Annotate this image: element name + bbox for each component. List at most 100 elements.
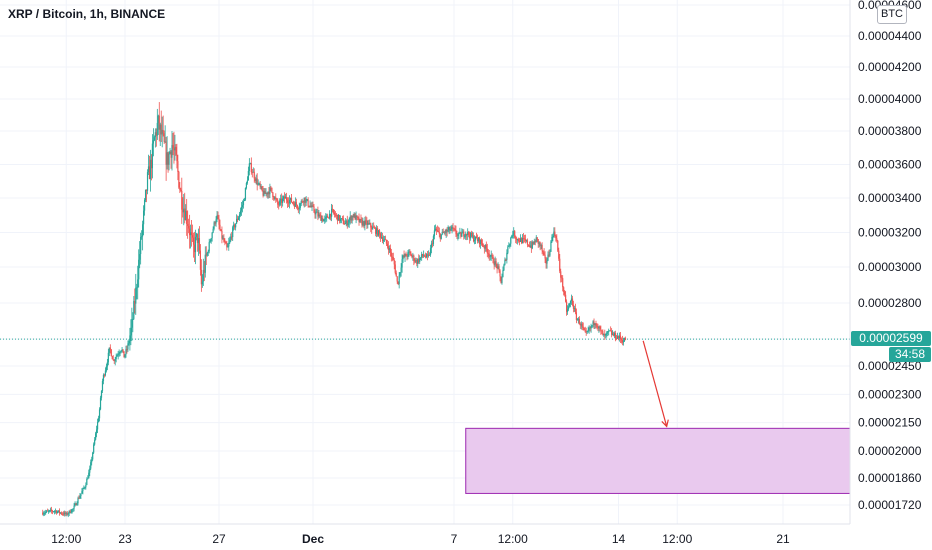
candle-body xyxy=(401,259,403,268)
candle-body xyxy=(193,244,196,253)
candle-body xyxy=(454,228,456,230)
candle-body xyxy=(212,228,214,233)
candle-body xyxy=(503,264,505,271)
candle-body xyxy=(262,190,264,196)
candle-body xyxy=(130,327,132,336)
candle-body xyxy=(435,228,437,231)
candle-body xyxy=(47,510,49,512)
candle-body xyxy=(483,246,485,249)
candle-body xyxy=(446,229,448,232)
projection-arrow[interactable] xyxy=(642,340,669,428)
candle-body xyxy=(135,287,137,304)
candle-body xyxy=(566,309,569,312)
candle-body xyxy=(565,294,567,302)
y-tick-label: 0.00004400 xyxy=(858,29,922,43)
candle-body xyxy=(315,212,317,215)
candle-body xyxy=(621,340,624,343)
candle-body xyxy=(296,205,298,209)
candle-body xyxy=(178,171,180,188)
candle-body xyxy=(561,277,563,279)
candle-body xyxy=(128,341,130,344)
candle-body xyxy=(450,229,452,231)
candle-body xyxy=(230,236,232,240)
candle-body xyxy=(513,231,515,235)
candle-body xyxy=(622,341,624,343)
candle-body xyxy=(358,217,360,223)
candle-body xyxy=(549,251,551,256)
candle-body xyxy=(418,258,420,262)
candle-body xyxy=(392,257,394,260)
candle-body xyxy=(62,513,64,515)
candle-body xyxy=(255,178,257,181)
candle-body xyxy=(198,238,201,251)
candle-body xyxy=(527,244,530,246)
candle-body xyxy=(237,218,239,220)
candle-body xyxy=(321,218,323,221)
candle-body xyxy=(88,472,90,479)
candle-body xyxy=(398,275,400,285)
candle-body xyxy=(337,215,340,221)
candle-body xyxy=(346,220,348,226)
candle-body xyxy=(125,349,127,355)
candle-body xyxy=(202,269,204,282)
candle-body xyxy=(308,205,310,207)
candle-body xyxy=(404,254,406,258)
candle-body xyxy=(181,191,183,210)
candle-body xyxy=(271,187,273,193)
x-tick-label: 23 xyxy=(118,532,132,546)
candle-body xyxy=(66,512,68,515)
candle-body xyxy=(210,238,212,242)
candle-body xyxy=(482,245,484,247)
candle-body xyxy=(479,239,482,245)
candle-body xyxy=(356,215,358,218)
candle-body xyxy=(283,196,285,199)
candle-body xyxy=(46,510,48,512)
candle-body xyxy=(224,241,226,243)
candle-body xyxy=(480,239,483,244)
candle-body xyxy=(171,145,173,158)
candle-body xyxy=(194,236,197,253)
candle-body xyxy=(59,512,61,514)
candle-body xyxy=(407,251,409,257)
candle-body xyxy=(431,243,434,245)
candle-body xyxy=(442,231,444,233)
candle-body xyxy=(319,214,321,216)
candle-body xyxy=(216,215,218,220)
candle-body xyxy=(388,248,390,251)
candle-body xyxy=(344,223,346,225)
candle-body xyxy=(478,237,481,245)
candle-body xyxy=(157,115,159,123)
candle-body xyxy=(456,234,458,236)
candle-body xyxy=(48,510,50,512)
y-tick-label: 0.00003400 xyxy=(858,191,922,205)
candle-body xyxy=(472,235,474,237)
candle-body xyxy=(304,197,306,203)
candle-body xyxy=(607,331,609,333)
candle-body xyxy=(282,198,284,203)
candle-body xyxy=(440,234,442,239)
currency-badge[interactable]: BTC xyxy=(877,5,907,24)
candle-body xyxy=(247,170,249,181)
candle-body xyxy=(64,512,66,515)
candle-body xyxy=(507,246,509,253)
candle-body xyxy=(89,468,91,473)
candle-body xyxy=(551,236,553,242)
candle-body xyxy=(267,192,269,195)
candle-body xyxy=(219,224,221,230)
candle-body xyxy=(476,238,479,242)
candle-body xyxy=(95,433,97,440)
candle-body xyxy=(576,319,578,321)
candle-body xyxy=(364,220,366,226)
candle-body xyxy=(377,228,379,236)
candle-body xyxy=(563,287,565,292)
candle-body xyxy=(268,192,270,195)
candle-body xyxy=(330,213,332,217)
candle-body xyxy=(167,152,169,165)
candle-body xyxy=(441,231,443,235)
candle-body xyxy=(291,202,294,204)
candle-body xyxy=(132,318,134,320)
candle-body xyxy=(430,243,433,249)
candle-body xyxy=(119,352,121,354)
candle-body xyxy=(68,510,70,514)
